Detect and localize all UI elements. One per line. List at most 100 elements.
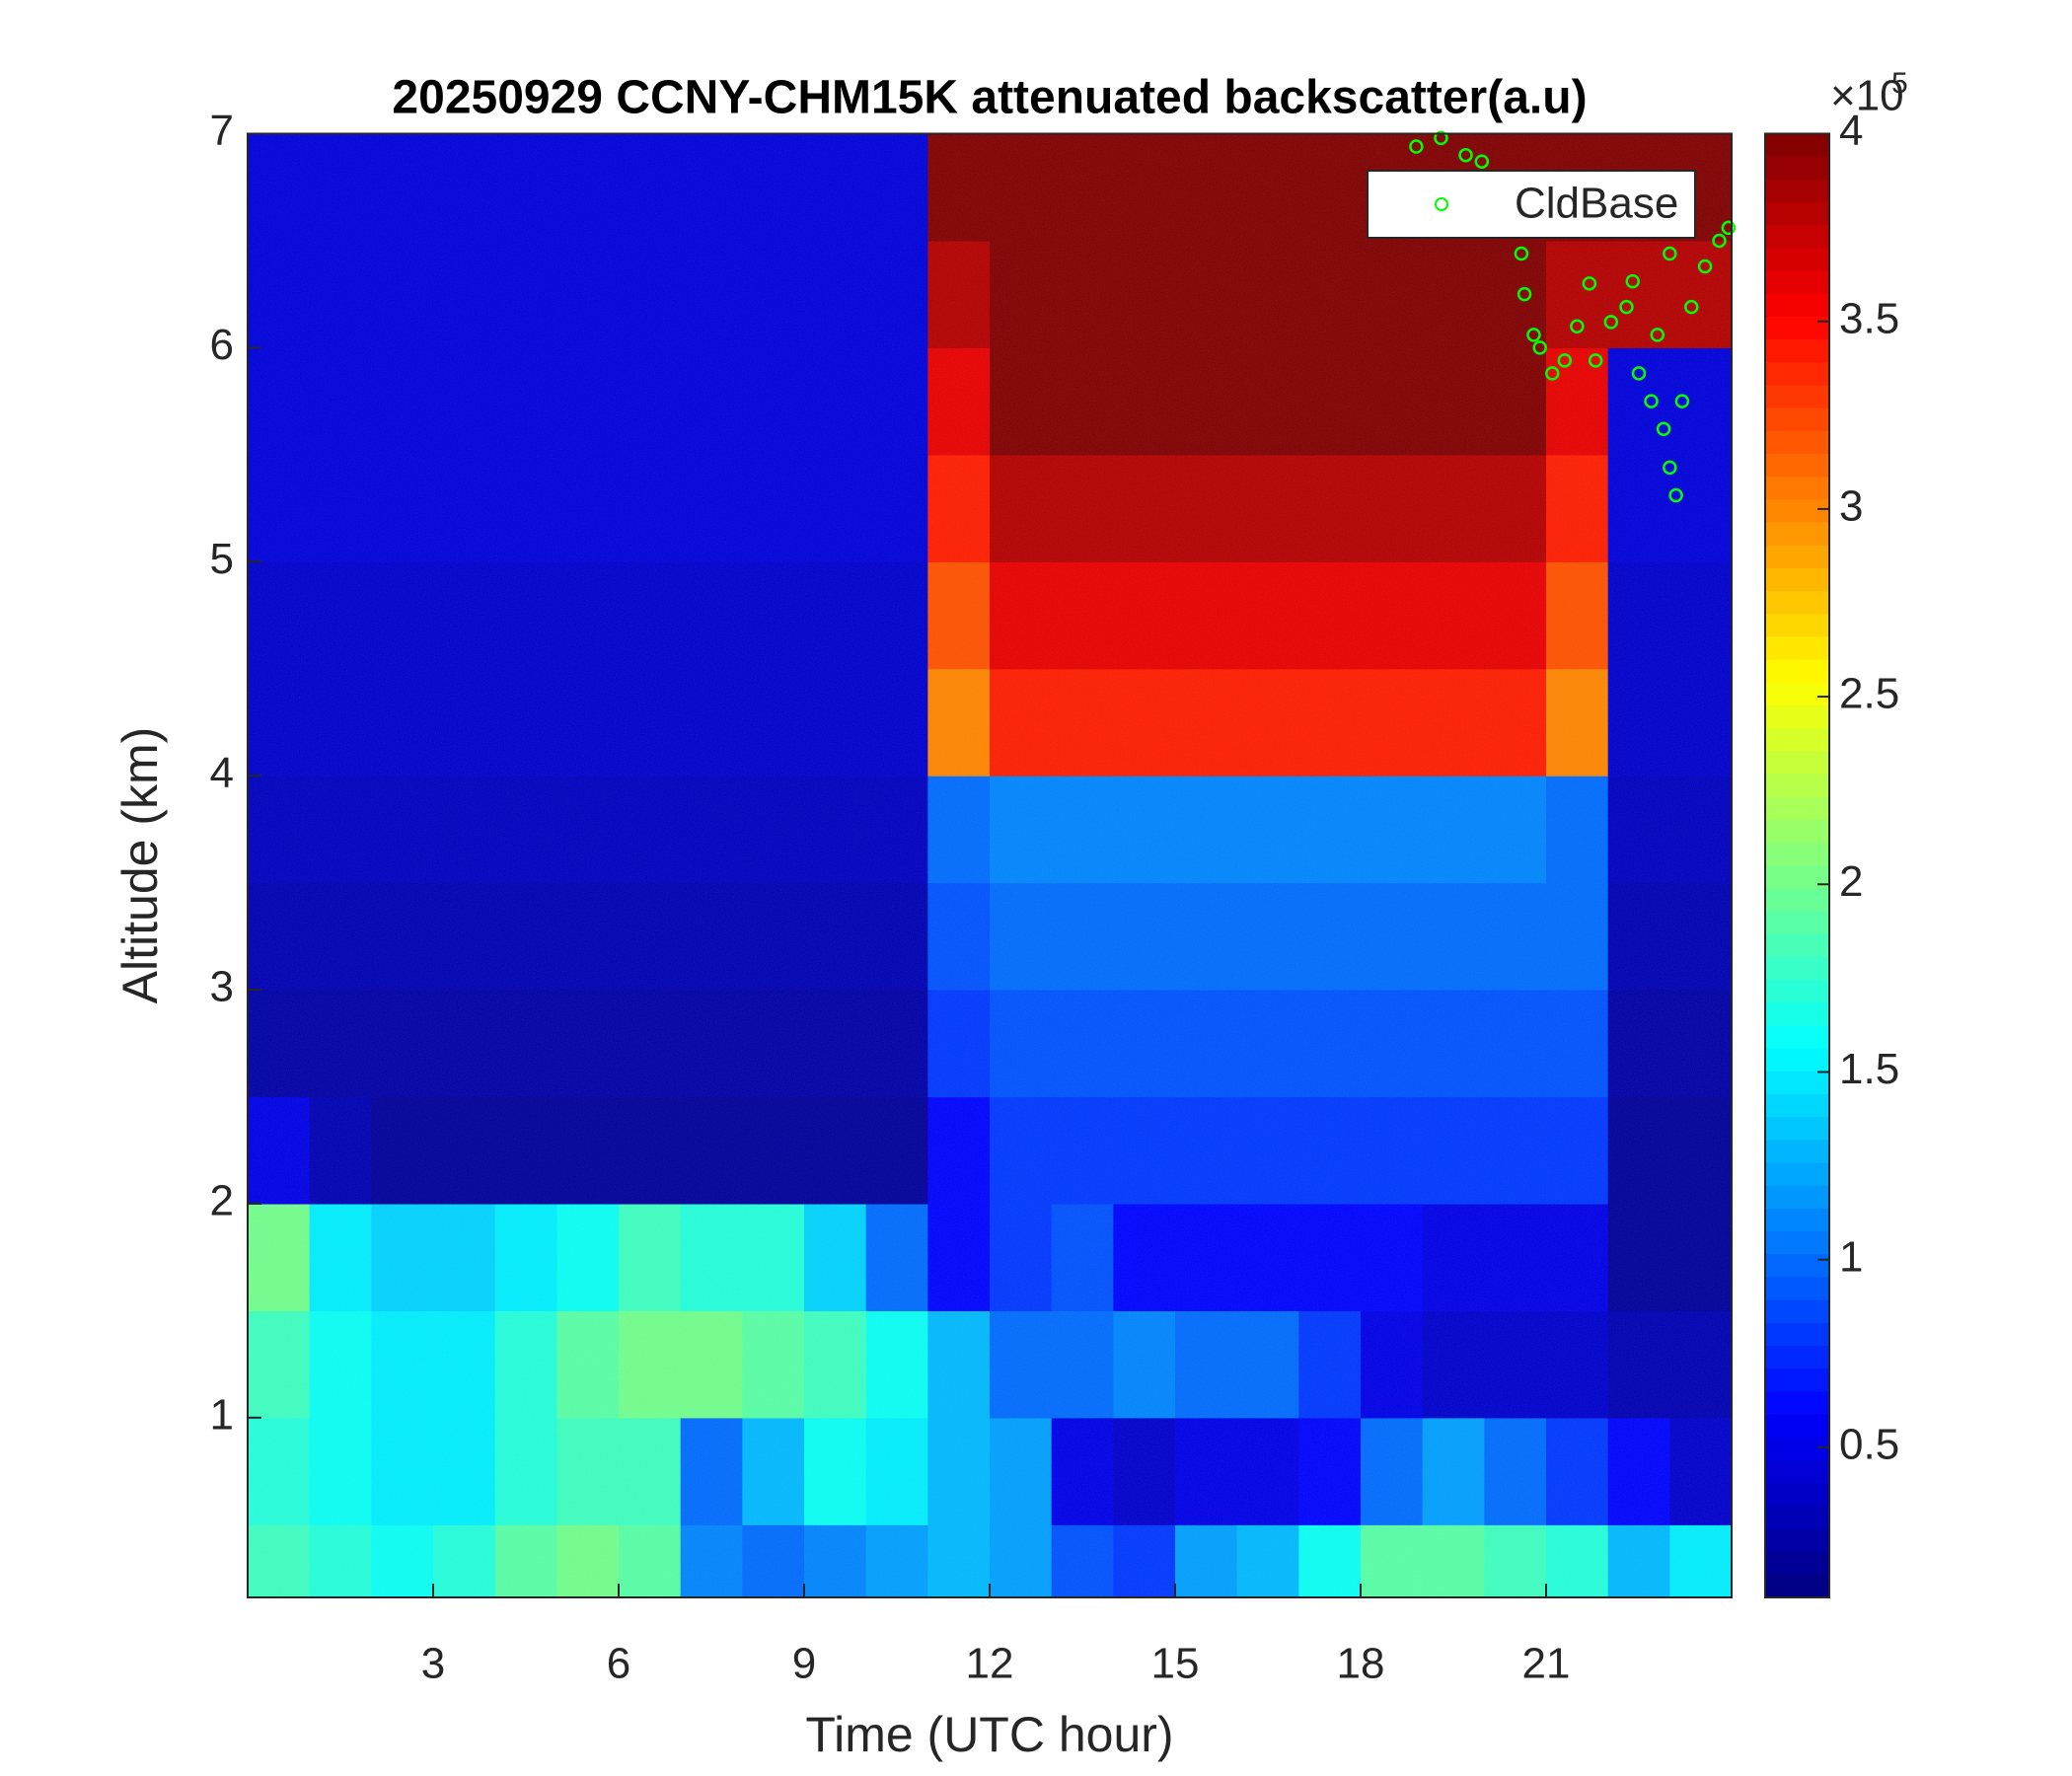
colorbar-step xyxy=(1765,614,1829,638)
colorbar-step xyxy=(1765,1002,1829,1027)
colorbar-step xyxy=(1765,1071,1829,1095)
colorbar-step xyxy=(1765,499,1829,524)
colorbar-step xyxy=(1765,179,1829,203)
cloud-base-point xyxy=(1668,487,1683,503)
colorbar-step xyxy=(1765,1025,1829,1050)
cloud-base-point xyxy=(1434,130,1448,146)
colorbar-step xyxy=(1765,454,1829,478)
colorbar-tick-label: 3.5 xyxy=(1839,294,1899,342)
colorbar-exponent: 5 xyxy=(1891,67,1908,100)
colorbar-step xyxy=(1765,980,1829,1003)
colorbar-step xyxy=(1765,1551,1829,1576)
x-tick-label: 21 xyxy=(1522,1640,1571,1688)
cloud-base-point xyxy=(1656,421,1671,437)
colorbar-step xyxy=(1765,1048,1829,1073)
colorbar-step xyxy=(1765,133,1829,158)
legend-marker xyxy=(1435,197,1448,211)
colorbar-step xyxy=(1765,911,1829,935)
colorbar-step xyxy=(1765,1459,1829,1484)
cloud-base-point xyxy=(1619,299,1634,315)
colorbar-step xyxy=(1765,1391,1829,1416)
cloud-base-point xyxy=(1684,299,1699,315)
y-tick-label: 1 xyxy=(210,1390,234,1439)
colorbar-tick-label: 4 xyxy=(1839,107,1863,155)
legend-box xyxy=(1367,170,1696,239)
colorbar-step xyxy=(1765,430,1829,455)
colorbar-tick-label: 2.5 xyxy=(1839,670,1899,718)
colorbar-step xyxy=(1765,865,1829,890)
cloud-base-point xyxy=(1663,246,1677,261)
colorbar-step xyxy=(1765,316,1829,340)
colorbar-step xyxy=(1765,1483,1829,1507)
cloud-base-point xyxy=(1474,154,1490,169)
plot-frame xyxy=(247,132,1733,1598)
colorbar-step xyxy=(1765,567,1829,592)
colorbar-step xyxy=(1765,1299,1829,1324)
cloud-base-point xyxy=(1458,147,1473,163)
colorbar-step xyxy=(1765,933,1829,958)
x-axis-label: Time (UTC hour) xyxy=(805,1707,1173,1762)
cloud-base-point xyxy=(1712,233,1727,249)
texture xyxy=(248,133,1732,1597)
colorbar-step xyxy=(1765,339,1829,363)
colorbar-step xyxy=(1765,1528,1829,1553)
y-axis-label: Altitude (km) xyxy=(112,727,168,1004)
colorbar-step xyxy=(1765,774,1829,798)
colorbar-step xyxy=(1765,1162,1829,1187)
cloud-base-point xyxy=(1588,353,1603,368)
colorbar-step xyxy=(1765,545,1829,569)
x-tick-label: 3 xyxy=(421,1640,445,1688)
cloud-base-point xyxy=(1663,460,1677,476)
colorbar-step xyxy=(1765,1094,1829,1118)
y-tick-label: 6 xyxy=(210,321,234,369)
colorbar-step xyxy=(1765,1185,1829,1210)
cloud-base-point xyxy=(1570,319,1585,333)
chart-title: 20250929 CCNY-CHM15K attenuated backscat… xyxy=(392,72,1587,124)
y-tick-label: 2 xyxy=(210,1177,234,1225)
colorbar-step xyxy=(1765,477,1829,500)
colorbar-step xyxy=(1765,659,1829,684)
colorbar-step xyxy=(1765,293,1829,318)
colorbar-step xyxy=(1765,1574,1829,1598)
colorbar-step xyxy=(1765,385,1829,409)
y-tick-label: 5 xyxy=(210,535,234,583)
colorbar-step xyxy=(1765,888,1829,913)
colorbar-step xyxy=(1765,682,1829,706)
colorbar-step xyxy=(1765,1140,1829,1164)
y-tick-label: 3 xyxy=(210,963,234,1011)
cloud-base-point xyxy=(1721,220,1737,236)
colorbar-step xyxy=(1765,1254,1829,1279)
colorbar-step xyxy=(1765,1208,1829,1232)
legend: CldBase xyxy=(1367,170,1696,239)
colorbar-step xyxy=(1765,796,1829,821)
cloud-base-point xyxy=(1625,273,1640,289)
cloud-base-point xyxy=(1514,246,1529,261)
colorbar-step xyxy=(1765,522,1829,547)
colorbar-tick-label: 0.5 xyxy=(1839,1420,1899,1468)
cloud-base-point xyxy=(1532,340,1547,355)
colorbar-step xyxy=(1765,1231,1829,1255)
x-tick-label: 12 xyxy=(966,1640,1014,1688)
colorbar-step xyxy=(1765,956,1829,981)
cloud-base-point xyxy=(1557,353,1573,368)
x-tick-label: 6 xyxy=(607,1640,630,1688)
colorbar-step xyxy=(1765,704,1829,729)
cloud-base-point xyxy=(1526,328,1541,342)
colorbar-step xyxy=(1765,1322,1829,1347)
colorbar-step xyxy=(1765,362,1829,387)
cloud-base-point xyxy=(1644,394,1659,408)
colorbar-tick-label: 3 xyxy=(1839,482,1863,531)
x-tick-label: 15 xyxy=(1151,1640,1200,1688)
cloud-base-point xyxy=(1603,315,1619,330)
colorbar-tick-label: 1 xyxy=(1839,1232,1863,1281)
colorbar-step xyxy=(1765,1369,1829,1392)
colorbar-tick-label: 2 xyxy=(1839,857,1863,906)
colorbar-step xyxy=(1765,1277,1829,1301)
cloud-base-point xyxy=(1409,139,1424,154)
colorbar-step xyxy=(1765,156,1829,181)
colorbar-step xyxy=(1765,591,1829,615)
colorbar: 0.5 1 1.5 2 2.5 3 3.5 4 xyxy=(1764,107,1899,1598)
cloud-base-point xyxy=(1650,328,1665,342)
